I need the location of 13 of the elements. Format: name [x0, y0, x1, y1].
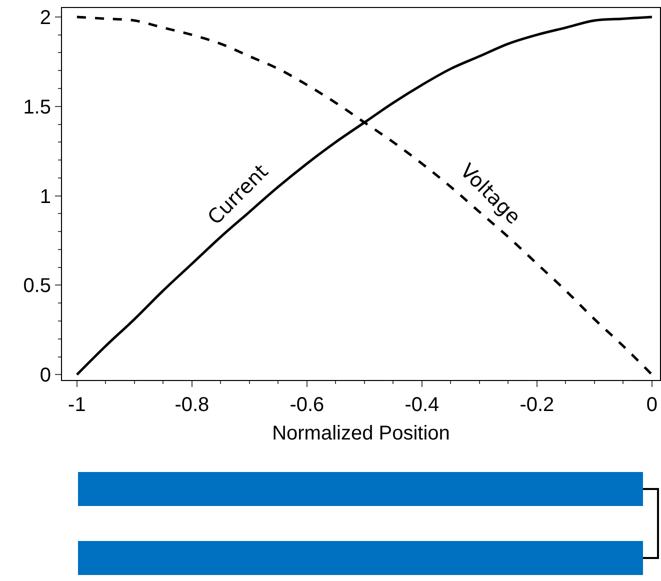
line-series: [76, 16, 654, 376]
y-tick-label: 1: [40, 186, 51, 208]
y-tick-label: 1.5: [23, 96, 51, 118]
y-tick-label: 2: [40, 6, 51, 29]
x-axis-title: Normalized Position: [272, 422, 450, 444]
x-tick-label: -1: [68, 394, 86, 416]
y-tick-label: 0.5: [23, 275, 51, 298]
x-tick-label: -0.2: [520, 394, 554, 416]
x-tick-label: -0.8: [174, 394, 210, 416]
x-tick-label: -0.4: [404, 394, 440, 416]
x-tick-label: 0: [646, 394, 658, 416]
y-tick-label: 0: [40, 364, 51, 387]
x-tick-label: -0.6: [290, 394, 324, 416]
